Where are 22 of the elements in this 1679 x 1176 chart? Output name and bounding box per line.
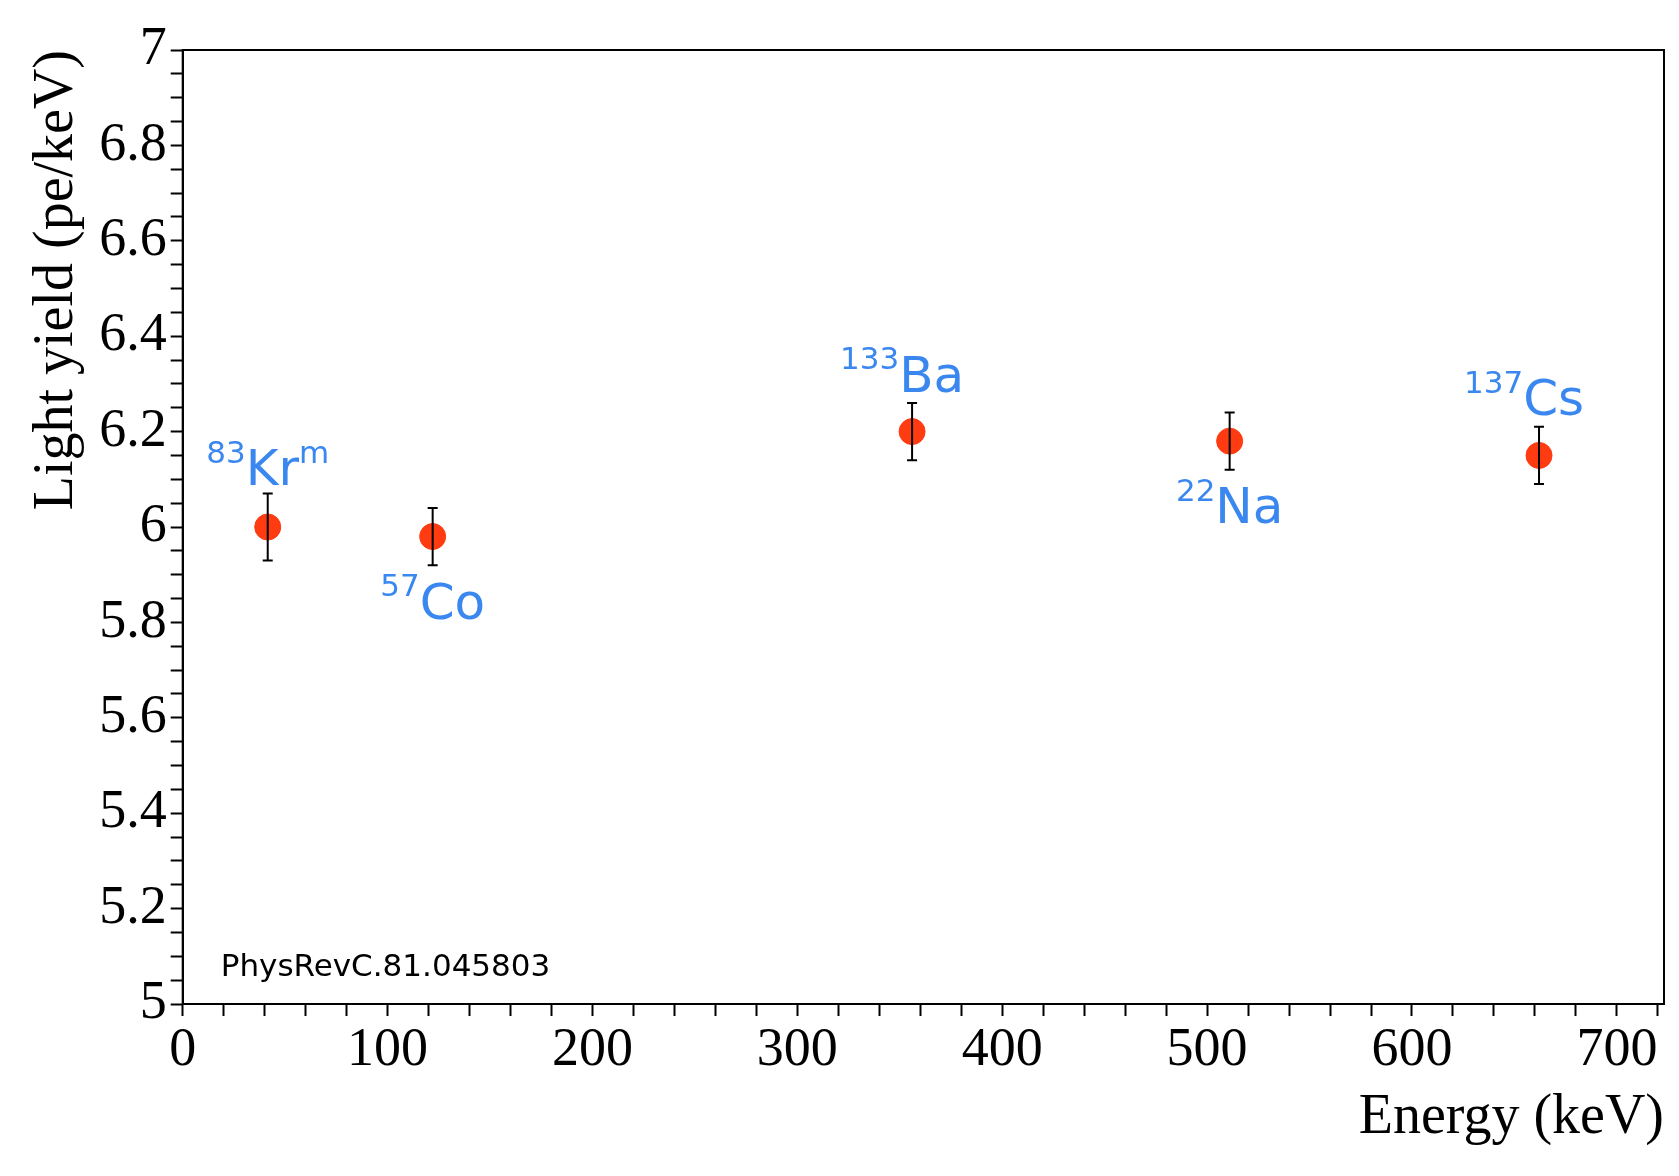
annotation: PhysRevC.81.045803 [220,947,551,983]
y-tick-label: 6.4 [99,302,167,363]
y-tick-label: 6.6 [99,206,167,267]
y-axis-title: Light yield (pe/keV) [22,50,86,511]
y-tick-label: 6.2 [99,397,167,458]
y-tick-label: 6.8 [99,111,167,172]
x-tick-label: 400 [961,1016,1043,1077]
y-tick-label: 7 [139,16,167,77]
x-tick-label: 700 [1576,1016,1658,1077]
y-tick-label: 6 [139,493,167,554]
x-axis-title: Energy (keV) [1358,1083,1664,1147]
x-tick-label: 500 [1166,1016,1248,1077]
x-tick-label: 300 [756,1016,838,1077]
x-tick-label: 100 [347,1016,429,1077]
y-tick-label: 5.2 [99,874,167,935]
x-tick-label: 0 [169,1016,197,1077]
y-tick-label: 5 [139,970,167,1031]
x-tick-label: 600 [1371,1016,1453,1077]
y-tick-label: 5.6 [99,683,167,744]
x-tick-label: 200 [551,1016,633,1077]
y-tick-label: 5.4 [99,779,167,840]
y-tick-label: 5.8 [99,588,167,649]
